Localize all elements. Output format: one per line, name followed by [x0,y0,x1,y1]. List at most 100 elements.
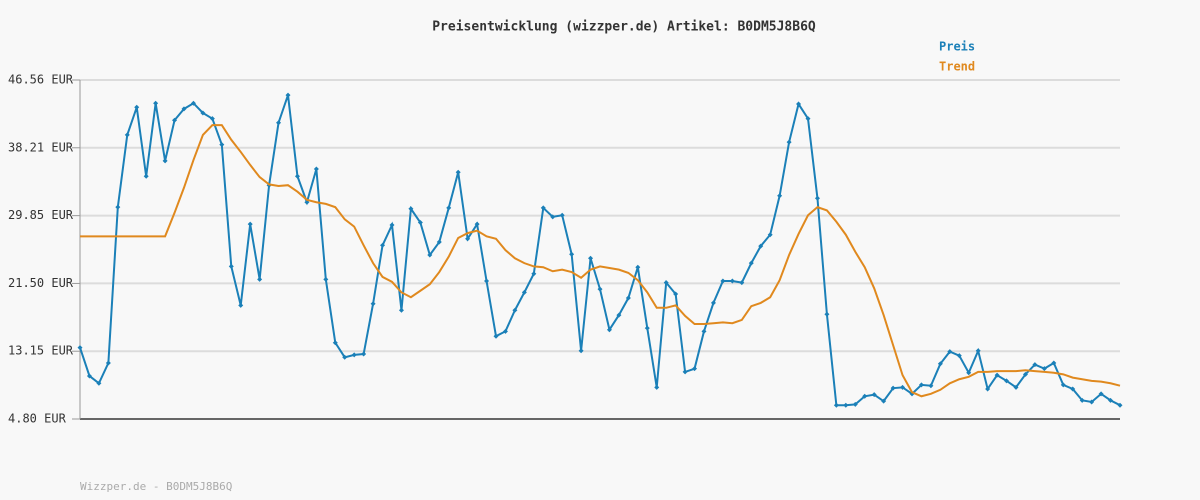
point-marker [474,221,480,227]
point-marker [1041,366,1047,372]
point-marker [484,278,490,284]
point-marker [833,402,839,408]
point-marker [446,205,452,211]
point-marker [493,333,499,339]
point-marker [748,260,754,266]
point-marker [228,263,234,269]
point-marker [928,383,934,389]
point-marker [294,173,300,179]
point-marker [531,271,537,277]
point-marker [597,286,603,292]
point-marker [985,386,991,392]
point-marker [862,393,868,399]
point-marker [947,349,953,355]
point-marker [994,372,1000,378]
point-marker [852,401,858,407]
point-marker [644,325,650,331]
point-marker [966,370,972,376]
point-marker [900,384,906,390]
point-marker [588,255,594,261]
point-marker [502,328,508,334]
point-marker [729,278,735,284]
point-marker [758,243,764,249]
point-marker [937,361,943,367]
point-marker [1022,371,1028,377]
point-marker [115,204,121,210]
point-marker [276,120,282,126]
y-tick-label: 29.85 EUR [8,208,74,222]
point-marker [673,291,679,297]
point-marker [871,392,877,398]
point-marker [796,101,802,107]
point-marker [181,106,187,112]
point-marker [682,369,688,375]
point-marker [361,351,367,357]
legend-entry: Trend [939,60,975,74]
y-tick-label: 21.50 EUR [8,276,74,290]
point-marker [200,110,206,116]
point-marker [918,382,924,388]
point-marker [1098,391,1104,397]
point-marker [1070,386,1076,392]
point-marker [767,232,773,238]
footer: Wizzper.de - B0DM5J8B6Q [80,480,232,493]
point-marker [389,222,395,228]
point-marker [153,100,159,106]
point-marker [1032,362,1038,368]
point-marker [370,301,376,307]
point-marker [814,195,820,201]
point-marker [323,276,329,282]
point-marker [569,251,575,257]
point-marker [1117,402,1123,408]
point-marker [105,360,111,366]
point-marker [512,307,518,313]
point-marker [96,380,102,386]
point-marker [124,132,130,138]
point-marker [786,139,792,145]
point-marker [956,353,962,359]
point-marker [805,116,811,122]
point-marker [143,173,149,179]
series-line [79,94,1121,407]
y-tick-label: 38.21 EUR [8,140,74,154]
point-marker [162,158,168,164]
point-marker [578,348,584,354]
y-tick-label: 46.56 EUR [8,73,74,87]
point-marker [606,327,612,333]
point-marker [427,252,433,258]
point-marker [540,205,546,211]
y-tick-label: 4.80 EUR [8,412,67,426]
point-marker [455,169,461,175]
point-marker [635,264,641,270]
point-marker [720,278,726,284]
point-marker [1060,382,1066,388]
point-marker [332,340,338,346]
point-marker [975,348,981,354]
point-marker [692,366,698,372]
series-line [80,124,1121,398]
point-marker [209,116,215,122]
point-marker [616,312,622,318]
y-tick-label: 13.15 EUR [8,344,74,358]
point-marker [550,214,556,220]
point-marker [1089,399,1095,405]
point-marker [890,385,896,391]
point-marker [1051,360,1057,366]
point-marker [190,100,196,106]
point-marker [134,104,140,110]
point-marker [559,212,565,218]
point-marker [417,220,423,226]
point-marker [257,276,263,282]
point-marker [313,166,319,172]
point-marker [1079,397,1085,403]
point-marker [1108,397,1114,403]
point-marker [172,117,178,123]
point-marker [701,328,707,334]
point-marker [1004,378,1010,384]
point-marker [398,307,404,313]
point-marker [739,280,745,286]
point-marker [380,242,386,248]
legend-entry: Preis [939,40,975,54]
point-marker [86,373,92,379]
